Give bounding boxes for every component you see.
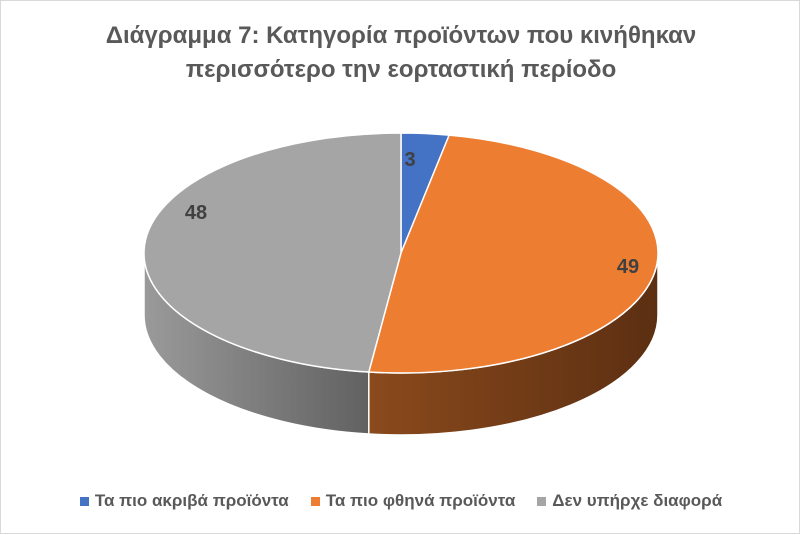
legend-swatch-blue: [79, 496, 89, 506]
legend-label: Τα πιο ακριβά προϊόντα: [94, 491, 289, 510]
data-labels: 3 49 48: [185, 149, 639, 278]
pie-3d: [143, 132, 659, 436]
legend-swatch-grey: [537, 496, 547, 506]
chart-title-line-2: περισσότερο την εορταστική περίοδο: [185, 56, 617, 83]
data-label-slice-no-difference: 48: [185, 202, 207, 224]
slice-cheap[interactable]: [367, 134, 659, 374]
chart-title: Διάγραμμα 7: Κατηγορία προϊόντων που κιν…: [1, 19, 800, 87]
legend-item-no-difference[interactable]: Δεν υπήρχε διαφορά: [537, 491, 722, 511]
chart-title-line-1: Διάγραμμα 7: Κατηγορία προϊόντων που κιν…: [105, 22, 697, 49]
legend: Τα πιο ακριβά προϊόντα Τα πιο φθηνά προϊ…: [1, 491, 800, 511]
legend-swatch-orange: [310, 496, 320, 506]
data-label-slice-expensive: 3: [404, 149, 415, 171]
legend-label: Δεν υπήρχε διαφορά: [552, 491, 723, 510]
slice-no-difference[interactable]: [143, 132, 402, 373]
legend-item-expensive[interactable]: Τα πιο ακριβά προϊόντα: [79, 491, 289, 511]
legend-label: Τα πιο φθηνά προϊόντα: [325, 491, 516, 510]
data-label-slice-cheap: 49: [617, 256, 639, 278]
legend-item-cheap[interactable]: Τα πιο φθηνά προϊόντα: [310, 491, 516, 511]
